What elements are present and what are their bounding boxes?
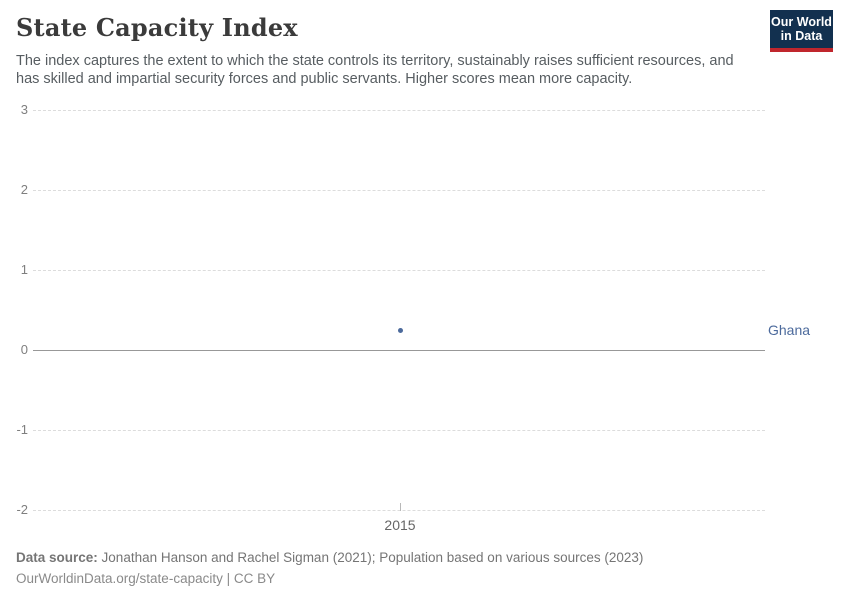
chart-footer: Data source: Jonathan Hanson and Rachel … (16, 547, 643, 589)
owid-logo[interactable]: Our World in Data (770, 10, 833, 52)
gridline (33, 270, 765, 271)
gridline (33, 190, 765, 191)
gridline (33, 110, 765, 111)
license-line: OurWorldinData.org/state-capacity | CC B… (16, 568, 643, 589)
x-axis-tick-mark (400, 503, 401, 511)
x-axis-tick-label: 2015 (384, 517, 416, 533)
series-label[interactable]: Ghana (768, 322, 811, 338)
chart-url-link[interactable]: OurWorldinData.org/state-capacity (16, 571, 223, 586)
y-axis-tick-label: 2 (20, 182, 28, 197)
y-axis-tick-label: 0 (20, 342, 28, 357)
gridline (33, 430, 765, 431)
y-axis-tick-label: -1 (16, 422, 28, 437)
chart-subtitle: The index captures the extent to which t… (16, 53, 734, 87)
owid-logo-line1: Our World (771, 15, 832, 29)
owid-logo-line2: in Data (780, 29, 823, 43)
y-axis-tick-label: 3 (20, 102, 28, 117)
y-axis-tick-label: 1 (20, 262, 28, 277)
data-source-text: Jonathan Hanson and Rachel Sigman (2021)… (101, 550, 644, 565)
license-badge: CC BY (233, 571, 276, 586)
data-point[interactable] (397, 327, 403, 333)
data-source-line: Data source: Jonathan Hanson and Rachel … (16, 547, 643, 568)
zero-gridline (33, 350, 765, 351)
gridline (33, 510, 765, 511)
page-title: State Capacity Index (16, 13, 298, 42)
y-axis-tick-label: -2 (16, 502, 28, 517)
license-separator: | (222, 571, 234, 586)
data-source-label: Data source: (16, 550, 98, 565)
